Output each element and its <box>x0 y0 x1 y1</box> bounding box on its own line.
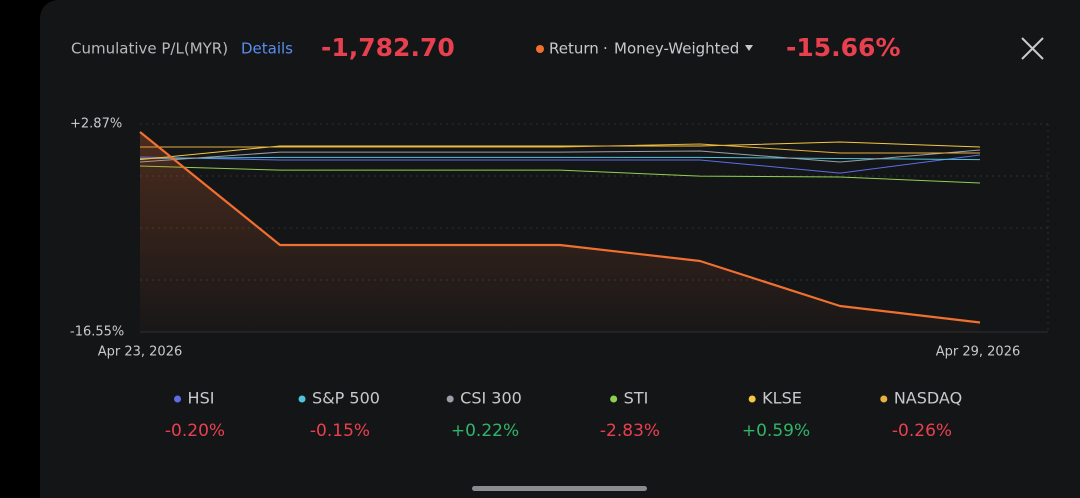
legend-dot <box>748 395 756 403</box>
legend-dot <box>880 395 888 403</box>
return-area <box>140 132 980 332</box>
return-label: Return <box>549 40 599 58</box>
return-dot <box>536 45 544 53</box>
legend-name: STI <box>624 389 649 408</box>
legend-dot <box>446 395 454 403</box>
dropdown-arrow[interactable] <box>745 45 753 51</box>
plot: +2.87% -16.55% Apr 23, 2026 Apr 29, 2026 <box>70 117 1049 360</box>
index-line <box>139 141 981 161</box>
home-indicator <box>472 486 647 491</box>
y-tick-label: -16.55% <box>70 325 124 340</box>
method-dropdown[interactable]: Money-Weighted <box>614 40 739 58</box>
separator: · <box>603 40 608 58</box>
legend-dot <box>174 395 182 403</box>
legend-dot <box>298 395 306 403</box>
return-value: -15.66% <box>786 33 901 62</box>
x-tick-label: Apr 23, 2026 <box>98 345 183 360</box>
legend-change: -2.83% <box>600 421 660 441</box>
legend-name: S&P 500 <box>312 389 380 408</box>
close-button[interactable] <box>1021 37 1044 60</box>
legend-change: -0.26% <box>892 421 952 441</box>
y-tick-label: +2.87% <box>70 117 122 132</box>
index-line <box>140 143 980 154</box>
legend: HSI -0.20% S&P 500 -0.15% CSI 300 +0.22% STI -2… <box>165 389 962 442</box>
pl-label: Cumulative P/L(MYR) <box>71 40 228 58</box>
legend-change: +0.22% <box>451 421 519 441</box>
pl-value: -1,782.70 <box>321 33 455 62</box>
legend-name: KLSE <box>762 389 802 408</box>
legend-change: -0.15% <box>310 421 370 441</box>
close-stroke <box>1021 37 1044 60</box>
legend-name: HSI <box>188 389 215 408</box>
legend-change: +0.59% <box>742 421 810 441</box>
return-line <box>139 131 981 324</box>
details-link[interactable]: Details <box>241 40 293 58</box>
index-line <box>139 156 981 161</box>
index-line <box>139 165 981 184</box>
x-tick-label: Apr 29, 2026 <box>936 345 1021 360</box>
legend-change: -0.20% <box>165 421 225 441</box>
index-line <box>139 154 981 174</box>
legend-dot <box>610 395 618 403</box>
legend-name: NASDAQ <box>894 389 962 408</box>
index-line <box>139 149 981 163</box>
legend-name: CSI 300 <box>460 389 522 408</box>
